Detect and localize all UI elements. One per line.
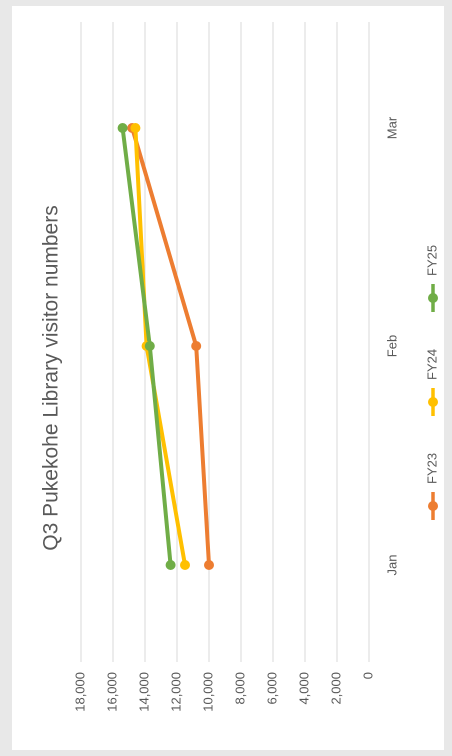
chart-panel <box>12 6 444 750</box>
legend-swatch-marker <box>428 397 438 407</box>
category-axis-labels: Jan Feb Mar <box>384 116 399 575</box>
data-point-fy23 <box>191 341 202 351</box>
value-tick-label: 2,000 <box>328 672 343 705</box>
legend-label: FY23 <box>424 453 439 484</box>
value-tick-label: 18,000 <box>72 672 87 712</box>
legend-label: FY24 <box>424 349 439 380</box>
value-axis-labels: 0 2,000 4,000 6,000 8,000 10,000 12,000 14,000 1… <box>72 672 375 712</box>
value-tick-label: 14,000 <box>136 672 151 712</box>
value-tick-label: 0 <box>360 672 375 679</box>
value-tick-label: 6,000 <box>264 672 279 705</box>
data-point-fy25 <box>144 341 155 351</box>
value-tick-label: 12,000 <box>168 672 183 712</box>
gridlines <box>80 22 370 662</box>
category-label: Mar <box>384 116 399 139</box>
series-points <box>117 123 214 570</box>
legend: FY23 FY24 FY25 <box>424 245 439 520</box>
value-tick-label: 16,000 <box>104 672 119 712</box>
data-point-fy25 <box>117 123 128 133</box>
legend-swatch-marker <box>428 293 438 303</box>
category-label: Jan <box>384 555 399 576</box>
value-tick-label: 4,000 <box>296 672 311 705</box>
chart-title: Q3 Pukekohe Library visitor numbers <box>40 205 63 551</box>
value-tick-label: 8,000 <box>232 672 247 705</box>
data-point-fy25 <box>165 560 176 570</box>
data-point-fy24 <box>130 123 141 133</box>
data-point-fy24 <box>180 560 190 570</box>
category-label: Feb <box>384 335 399 357</box>
legend-swatch-marker <box>428 501 438 511</box>
data-point-fy23 <box>204 560 214 570</box>
legend-label: FY25 <box>424 245 439 276</box>
value-tick-label: 10,000 <box>200 672 215 712</box>
